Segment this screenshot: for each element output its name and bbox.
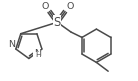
Text: H: H bbox=[35, 52, 41, 58]
Text: N: N bbox=[8, 40, 15, 49]
Text: N: N bbox=[34, 49, 41, 58]
Text: O: O bbox=[66, 2, 73, 11]
Text: O: O bbox=[41, 2, 48, 11]
Text: S: S bbox=[54, 16, 61, 29]
